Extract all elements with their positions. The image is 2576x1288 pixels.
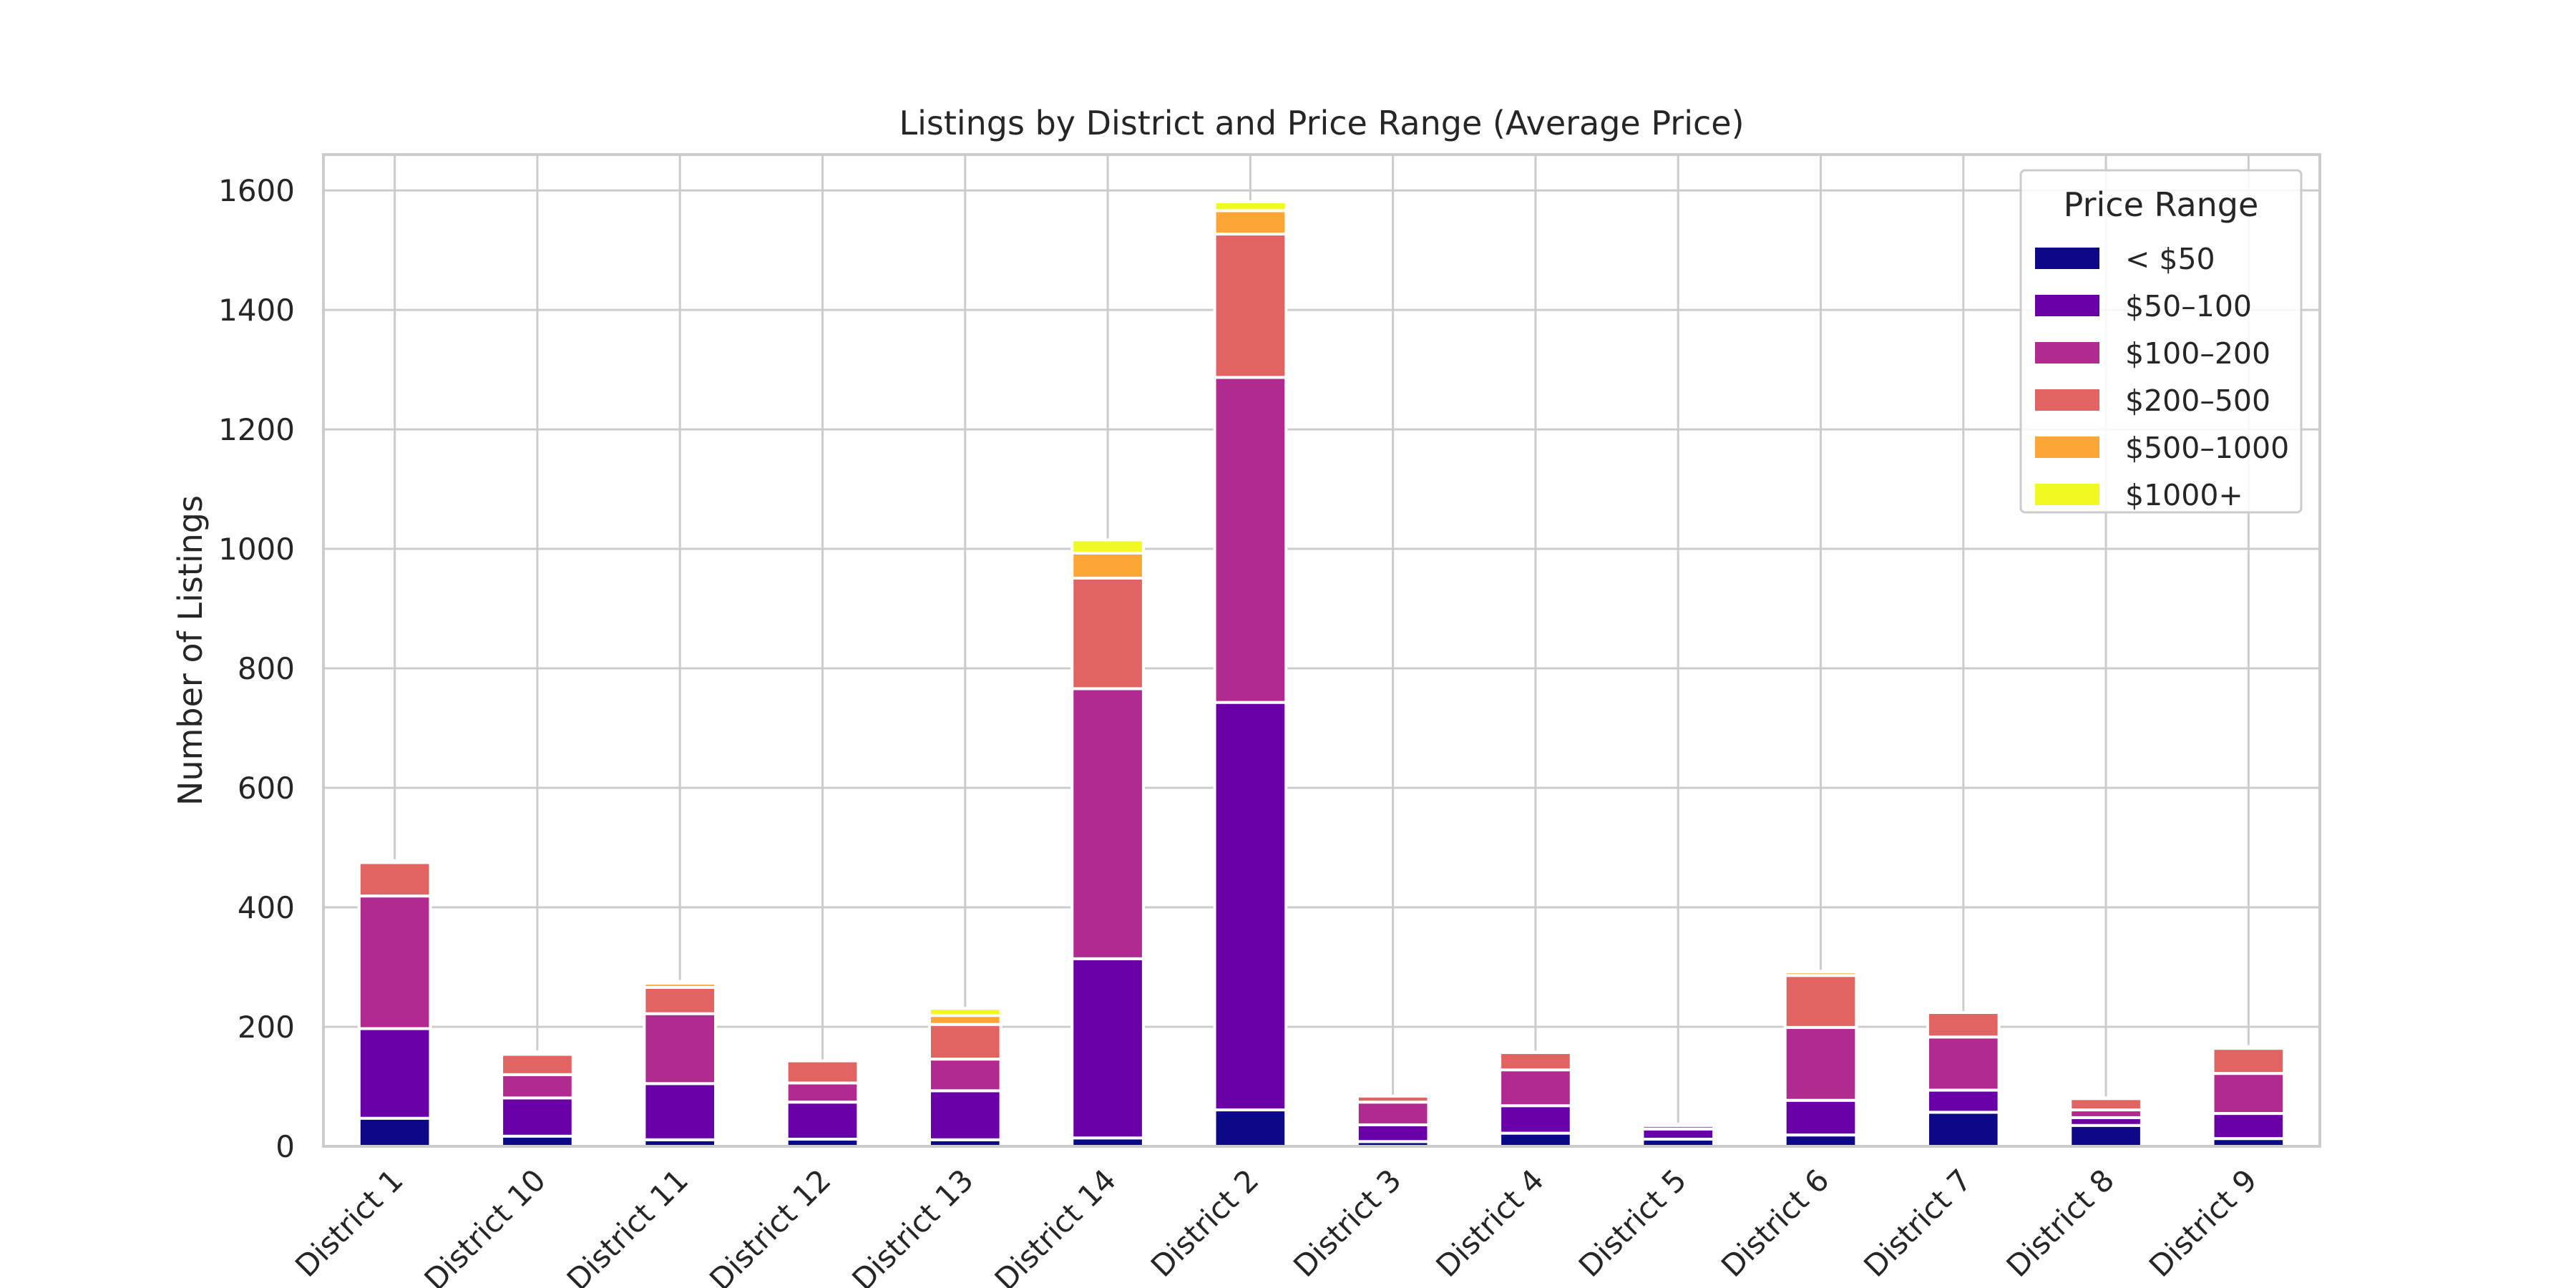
plot-frame [322,153,2321,1148]
bar-segment [1783,974,1858,1029]
y-tick-label: 400 [238,890,295,925]
bar-segment [357,859,432,864]
y-tick-label: 0 [275,1129,295,1164]
bar-segment [2211,1047,2286,1075]
bar-segment [1070,687,1145,960]
bar-segment [1498,1104,1573,1135]
bar-segment [643,1012,718,1085]
bar-segment [1926,1088,2001,1114]
legend-entry-label: $1000+ [2125,478,2243,512]
bar-segment [1213,701,1288,1112]
bar-segment [357,861,432,898]
bars [357,200,2286,1148]
bar-segment [2211,1112,2286,1141]
bar-segment [1070,576,1145,691]
legend-entry-label: $100–200 [2125,336,2270,371]
bar-segment [357,1116,432,1148]
bar-segment [1926,1010,2001,1039]
bar-segment [927,1089,1002,1141]
bar-segment [1926,1035,2001,1092]
legend-swatch [2035,295,2099,316]
bar-segment [357,894,432,1030]
bar-segment [1355,1123,1430,1143]
bar-segment [643,985,718,1015]
y-tick-label: 800 [238,651,295,686]
bar-segment [500,1096,575,1138]
legend-swatch [2035,248,2099,269]
y-tick-label: 200 [238,1010,295,1045]
bar-segment [2069,1123,2143,1148]
legend: Price Range < $50 $50–100 $100–200 $200–500… [2019,169,2303,514]
y-tick-label: 1000 [218,532,295,567]
bar-segment [785,1059,860,1085]
bar-segment [1070,551,1145,580]
bar-segment [1783,1133,1858,1148]
bar-segment [1926,1111,2001,1148]
legend-swatch [2035,389,2099,411]
y-tick-label: 1200 [218,412,295,447]
bar-segment [643,1082,718,1141]
bar-segment [1498,1131,1573,1148]
bar-segment [500,1134,575,1148]
bar-segment [500,1053,575,1076]
bar-segment [927,1058,1002,1093]
y-axis-label: Number of Listings [171,495,210,806]
bar-segment [1213,1108,1288,1148]
bar-segment [500,1073,575,1100]
bar-segment [2069,1097,2143,1112]
legend-title: Price Range [2064,185,2259,224]
y-tick-label: 600 [238,771,295,806]
y-tick-label: 1400 [218,293,295,328]
bar-segment [1355,1101,1430,1126]
legend-swatch [2035,436,2099,458]
bar-segment [1213,209,1288,236]
bar-segment [1355,1094,1430,1104]
legend-entry-label: $500–1000 [2125,431,2289,465]
legend-entry-label: $200–500 [2125,384,2270,418]
bar-segment [1498,1050,1573,1072]
bar-segment [1213,376,1288,704]
bar-segment [1641,1127,1716,1141]
bar-segment [1783,1098,1858,1137]
bar-segment [927,1023,1002,1061]
legend-entry-label: < $50 [2125,242,2215,276]
chart-title: Listings by District and Price Range (Av… [899,104,1744,142]
bar-segment [785,1081,860,1104]
bar-segment [2211,1072,2286,1116]
bar-segment [785,1101,860,1141]
bar-segment [643,980,718,985]
bar-segment [500,1050,575,1056]
bar-segment [1641,1123,1716,1127]
legend-swatch [2035,342,2099,364]
bar-segment [1213,233,1288,379]
bar-segment [1498,1050,1573,1054]
bar-segment [1070,957,1145,1140]
bar-segment [1070,538,1145,555]
bar-segment [1213,200,1288,213]
bar-segment [1783,970,1858,974]
bar-segment [927,1007,1002,1018]
y-tick-label: 1600 [218,173,295,208]
y-tick-labels: 0 200 400 600 800 1000 1200 1400 1600 [218,173,295,1164]
bar-segment [2211,1045,2286,1050]
bar-segment [357,1027,432,1120]
bar-segment [1783,1025,1858,1102]
legend-entry-label: $50–100 [2125,289,2252,323]
legend-swatch [2035,484,2099,505]
bar-segment [1498,1068,1573,1108]
